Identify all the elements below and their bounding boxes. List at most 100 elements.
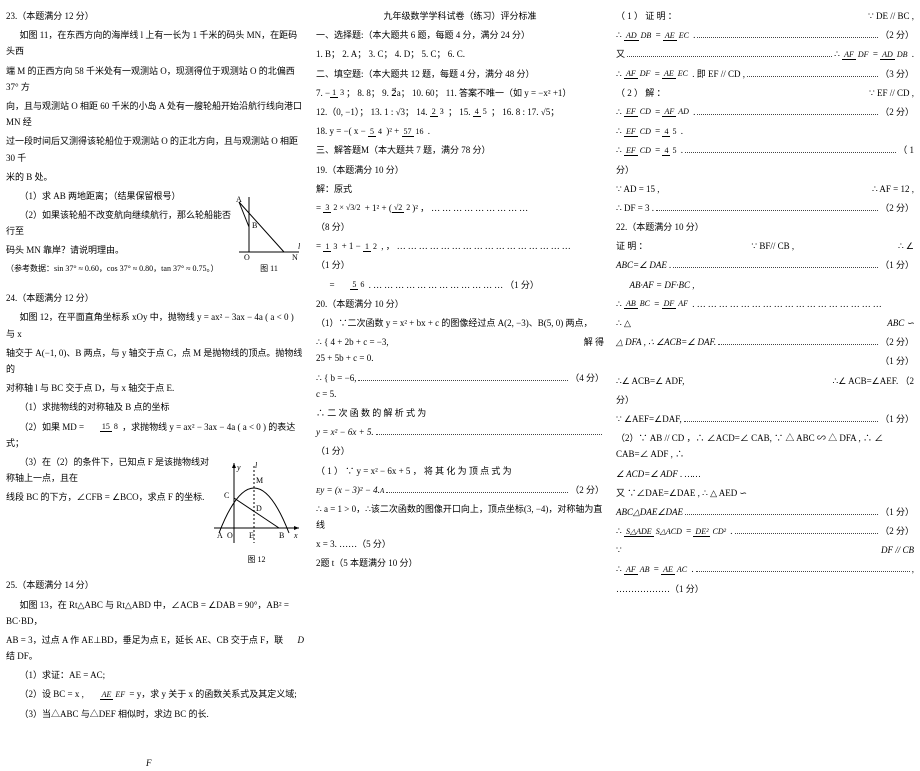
q24-part3: （3）在（2）的条件下，已知点 F 是该抛物线对称轴上一点，且在 [6,454,209,486]
q19-sol: 解：原式 [316,181,604,197]
svg-text:D: D [256,504,262,513]
proof-r11: ∴ DF = 3 .（2 分） [616,200,914,216]
q19-head: 19.（本题满分 10 分） [316,162,604,178]
svg-text:M: M [256,476,263,485]
proof-r15: ∴ ABBC = DFAF . …………………………………………… [616,296,914,312]
q23-body: 米的 B 处。 [6,169,304,185]
q24-part3b: 线段 BC 的下方，∠CFB = ∠BCO，求点 F 的坐标. [6,489,209,505]
svg-text:O: O [227,531,233,540]
proof-r1: （ 1 ） 证 明 ：∵ DE // BC , [616,8,914,24]
proof-r8: ∴ EFCD = 45 . （ 1 [616,142,914,158]
q21-head: 2题 t（5 本题满分 10 分） [316,555,604,571]
proof-column: （ 1 ） 证 明 ：∵ DE // BC , ∴ ADDB = AEEC . … [610,0,920,651]
proof-r3: 又 ∴ AFDF = ADDB . [616,46,914,62]
proof-r14: AB·AF = DF·BC , [616,277,914,293]
q23-body: 端 M 的正西方向 58 千米处有一观测站 O，现测得位于观测站 O 的北偏西 … [6,63,304,95]
fill-12-17: 12.（0, −1）； 13. 1 : √3； 14. 23 ； 15. 45 … [316,104,604,120]
q23-part1: （1）求 AB 两地距离；（结果保留根号） [6,188,234,204]
q20-vertex: Ey = (x − 3)² − 4.A （2 分） [316,482,604,498]
proof-r10: ∵ AD = 15 ,∴ AF = 12 , [616,181,914,197]
q23-body: 过一段时间后又测得该轮船位于观测站 O 的正北方向，且与观测站 O 相距 30 … [6,133,304,165]
svg-text:x: x [293,531,298,540]
proof-r19: ∴∠ ACB=∠ ADF,∴∠ ACB=∠AEF. （2 [616,373,914,389]
svg-text:y: y [236,463,241,472]
q20-sys2: ∴ { b = −6, c = 5. （4 分） [316,370,604,402]
svg-text:l: l [255,461,258,470]
proof-r16: ∴ △ABC ∽ [616,315,914,331]
proof-r22: （2）∵ AB // CD ，∴ ∠ACD=∠ CAB, ∵ △ ABC ∽ △… [616,430,914,462]
q20-text2: （ 1 ） ∵ y = x² − 6x + 5 ， 将 其 化 为 顶 点 式 … [316,463,604,479]
q23-figure: A B O N l 图 11 [234,192,304,276]
q25-part2: （2）设 BC = x , AEEF = y，求 y 关于 x 的函数关系式及其… [6,686,304,702]
q23-heading: 23.（本题满分 12 分） [6,8,304,24]
svg-text:A: A [217,531,223,540]
q20-head: 20.（本题满分 10 分） [316,296,604,312]
q25-part1: （1）求证：AE = AC; [6,667,304,683]
proof-r27: ∵DF // CB [616,542,914,558]
q25-part3: （3）当△ABC 与△DEF 相似时，求边 BC 的长. [6,706,304,722]
q24-figure: l M C D A O E B x y 图 12 [209,458,304,567]
q24-body: 轴交于 A(−1, 0)、B 两点，与 y 轴交于点 C，点 M 是抛物线的顶点… [6,345,304,377]
proof-r23: ∠ ACD=∠ ADF . …… [616,466,914,482]
svg-text:C: C [224,491,229,500]
proof-r21: ∵ ∠AEF=∠DAF,（1 分） [616,411,914,427]
proof-r20: 分） [616,392,914,408]
q23-part2b: 码头 MN 靠岸？请说明理由。 [6,242,234,258]
q23-ref: （参考数据：sin 37° ≈ 0.60，cos 37° ≈ 0.80，tan … [6,262,234,276]
q25-body: 如图 13，在 Rt△ABC 与 Rt△ABD 中，∠ACB = ∠DAB = … [6,597,304,629]
q22-head: 22.（本题满分 10 分） [616,219,914,235]
q20-text3: ∴ a = 1 > 0，∴该二次函数的图像开口向上，顶点坐标(3, −4)，对称… [316,501,604,533]
fig12-label: 图 12 [209,553,304,567]
q20-1: （1）∵二次函数 y = x² + bx + c 的图像经过点 A(2, −3)… [316,315,604,331]
score-1b: （1 分） [316,443,604,459]
proof-r6: ∴ EFCD = AFAD . （2 分） [616,104,914,120]
proof-r26: ∴ S△ADES△ACD = DE²CD² . （2 分） [616,523,914,539]
proof-r24: 又 ∵∠DAE=∠DAE , ∴ △ AED ∽ [616,485,914,501]
q20-text4: x = 3. ……（5 分） [316,536,604,552]
q25-fig-f: F [6,755,304,771]
proof-r7: ∴ EFCD = 45 . [616,123,914,139]
q19-eq3: = 56 . ………………………………（1 分） [316,277,604,293]
q24-part2: （2）如果 MD = 158 ，求抛物线 y = ax² − 3ax − 4a … [6,419,304,451]
q20-text1: ∴ 二 次 函 数 的 解 析 式 为 [316,405,604,421]
answer-column: 九年级数学学科试卷（练习）评分标准 一、选择题:（本大题共 6 题，每题 4 分… [310,0,610,651]
score-1: （1 分） [316,257,604,273]
q20-sys1: ∴ { 4 + 2b + c = −3, 25 + 5b + c = 0. 解 … [316,334,604,366]
svg-text:B: B [279,531,284,540]
q19-eq2: = 13 + 1 − 12 , ，………………………………………… [316,238,604,254]
proof-r4: ∴ AFDF = AEEC . 即 EF // CD , （3 分） [616,66,914,82]
q23-body: 向，且与观测站 O 相距 60 千米的小岛 A 处有一艘轮船开始沿航行线向港口 … [6,98,304,130]
fill-7-11: 7. −13； 8. 8； 9. 2⃗a； 10. 60； 11. 答案不唯一（… [316,85,604,101]
proof-r25: ABC△DAE∠DAE（1 分） [616,504,914,520]
svg-text:N: N [292,253,298,262]
q19-eq1: = 32 × √3/2 + 1² + (√22)² ，……………………… [316,200,604,216]
proof-r5: （ 2 ） 解 ：∵ EF // CD , [616,85,914,101]
fig11-label: 图 11 [234,262,304,276]
exam-column-1: 23.（本题满分 12 分） 如图 11，在东西方向的海岸线 l 上有一长为 1… [0,0,310,651]
proof-r13: ABC=∠ DAE .（1 分） [616,257,914,273]
proof-r29: ………………（1 分） [616,581,914,597]
svg-text:A: A [236,195,242,204]
q20-y: y = x² − 6x + 5. [316,424,604,440]
sec3-head: 三、解答题M（本大题共 7 题，满分 78 分） [316,142,604,158]
proof-r17: △ DFA , ∴ ∠ACB=∠ DAF.（2 分） [616,334,914,350]
sec1-ans: 1. B； 2. A； 3. C； 4. D； 5. C； 6. C. [316,46,604,62]
q24-heading: 24.（本题满分 12 分） [6,290,304,306]
svg-text:B: B [252,221,257,230]
fill-18: 18. y = −( x − 54 )² + 5716 . [316,123,604,139]
q25-heading: 25.（本题满分 14 分） [6,577,304,593]
q25-body: AB = 3，过点 A 作 AE⊥BD，垂足为点 E，延长 AE、CB 交于点 … [6,632,304,664]
score-8: （8 分） [316,219,604,235]
q24-body: 对称轴 l 与 BC 交于点 D，与 x 轴交于点 E. [6,380,304,396]
q23-part2: （2）如果该轮船不改变航向继续航行，那么轮船能否行至 [6,207,234,239]
svg-text:O: O [244,253,250,262]
q24-part1: （1）求抛物线的对称轴及 B 点的坐标 [6,399,304,415]
proof-r9: 分） [616,162,914,178]
answer-title: 九年级数学学科试卷（练习）评分标准 [316,8,604,24]
q24-body: 如图 12，在平面直角坐标系 xOy 中，抛物线 y = ax² − 3ax −… [6,309,304,341]
proof-r28: ∴ AFAB = AEAC . , [616,561,914,577]
svg-text:l: l [298,242,301,251]
proof-r18: （1 分） [616,353,914,369]
sec1-head: 一、选择题:（本大题共 6 题，每题 4 分，满分 24 分） [316,27,604,43]
proof-r12: 证 明 ：∵ BF// CB ,∴ ∠ [616,238,914,254]
